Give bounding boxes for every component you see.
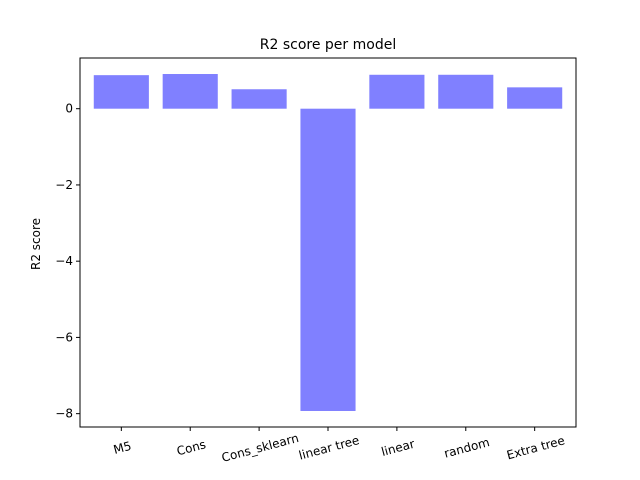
y-tick-label-0: 0: [65, 102, 73, 116]
chart-title: R2 score per model: [260, 37, 396, 53]
bar-0: [93, 75, 149, 109]
bar-4: [369, 74, 425, 109]
x-tick-label-3: linear tree: [297, 433, 360, 463]
x-tick-label-5: random: [443, 435, 492, 461]
bars-group: [93, 74, 563, 411]
x-tick-label-4: linear: [380, 437, 416, 459]
x-tick-label-6: Extra tree: [505, 433, 566, 462]
y-axis-label: R2 score: [29, 218, 43, 270]
bar-3: [300, 108, 356, 411]
bar-5: [438, 74, 494, 109]
y-tick-label-2: −4: [55, 254, 73, 268]
y-ticks-group: 0 −2 −4 −6 −8: [55, 102, 80, 421]
y-tick-label-4: −8: [55, 407, 73, 421]
x-tick-label-1: Cons: [175, 437, 207, 458]
x-tick-label-2: Cons_sklearn: [220, 431, 300, 465]
bar-2: [231, 89, 287, 109]
y-tick-label-1: −2: [55, 178, 73, 192]
bar-6: [507, 87, 563, 109]
plot-area-frame: [79, 57, 577, 428]
x-tick-label-0: M5: [112, 439, 133, 457]
y-tick-label-3: −6: [55, 330, 73, 344]
bar-1: [162, 74, 218, 109]
